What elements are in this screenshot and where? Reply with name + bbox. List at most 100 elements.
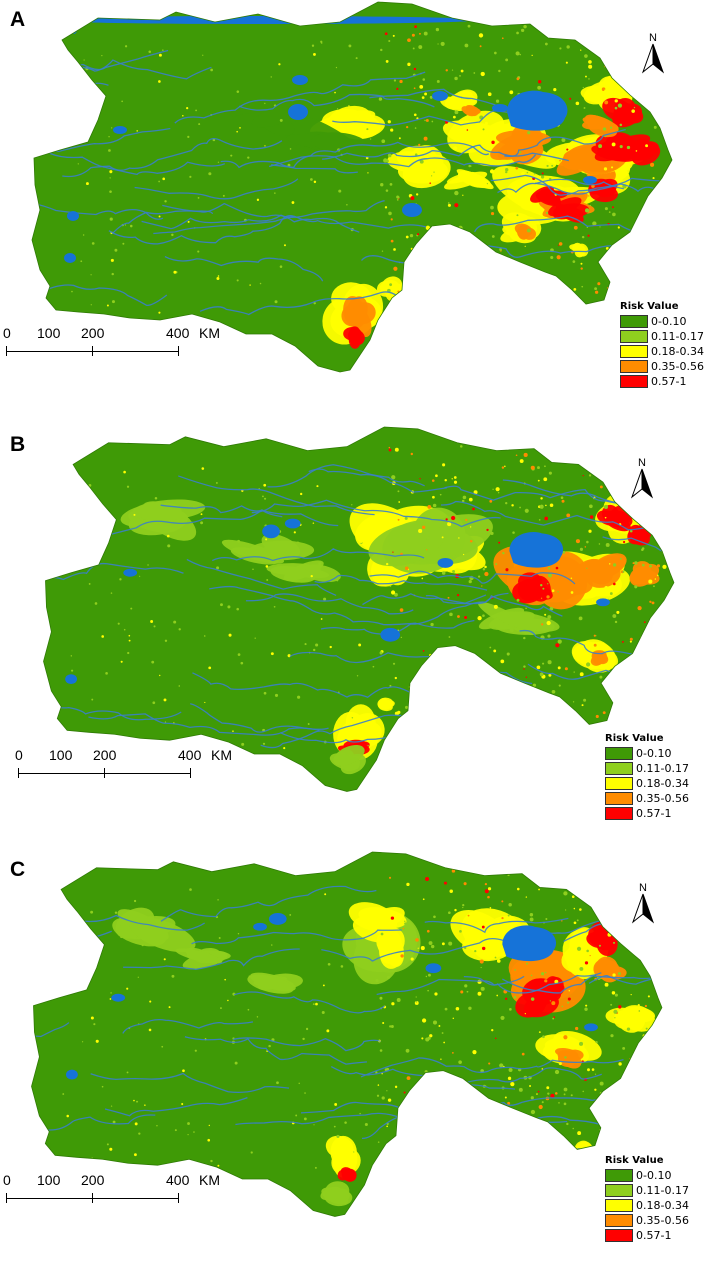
risk-speckle	[173, 270, 177, 274]
risk-speckle	[557, 639, 562, 644]
risk-speckle	[580, 267, 583, 270]
risk-speckle	[71, 290, 73, 293]
risk-speckle	[583, 698, 587, 702]
risk-speckle	[566, 1122, 569, 1126]
risk-speckle	[615, 681, 619, 684]
risk-speckle	[388, 326, 391, 328]
risk-speckle	[616, 288, 620, 293]
risk-speckle	[448, 941, 453, 946]
risk-speckle	[289, 914, 292, 916]
risk-speckle	[222, 194, 225, 197]
water-body	[596, 598, 610, 607]
risk-speckle	[624, 718, 627, 720]
risk-speckle	[133, 513, 136, 516]
risk-speckle	[403, 532, 406, 535]
risk-speckle	[92, 536, 95, 539]
lake	[509, 531, 564, 568]
legend: Risk Value 0-0.10 0.11-0.17 0.18-0.34 0.35-0…	[605, 1154, 705, 1243]
risk-speckle	[656, 564, 661, 568]
risk-speckle	[392, 34, 395, 37]
risk-speckle	[321, 1010, 325, 1014]
water-body	[113, 126, 127, 134]
risk-speckle	[427, 973, 431, 977]
risk-speckle	[400, 636, 403, 639]
legend-swatch	[620, 375, 648, 388]
risk-speckle	[200, 513, 203, 516]
risk-speckle	[502, 551, 505, 555]
risk-speckle	[539, 672, 544, 677]
risk-speckle	[494, 51, 497, 55]
risk-speckle	[66, 92, 70, 96]
risk-speckle	[406, 882, 410, 887]
risk-speckle	[97, 1160, 100, 1163]
risk-speckle	[422, 279, 427, 283]
risk-speckle	[480, 696, 484, 700]
risk-speckle	[393, 266, 398, 271]
risk-speckle	[571, 887, 573, 890]
risk-speckle	[380, 183, 384, 187]
risk-speckle	[533, 172, 536, 175]
river-line	[174, 71, 426, 124]
risk-speckle	[410, 957, 414, 961]
risk-speckle	[71, 669, 74, 672]
risk-speckle	[171, 974, 175, 978]
risk-speckle	[626, 145, 631, 150]
risk-speckle	[473, 72, 476, 74]
risk-speckle	[538, 888, 540, 891]
risk-speckle	[651, 697, 655, 701]
risk-speckle	[356, 675, 359, 677]
risk-speckle	[453, 146, 458, 151]
risk-speckle	[158, 53, 162, 57]
risk-speckle	[580, 453, 583, 456]
risk-speckle	[444, 478, 447, 482]
risk-speckle	[120, 936, 123, 939]
risk-speckle	[510, 1082, 515, 1087]
risk-speckle	[488, 22, 490, 24]
water-body	[64, 253, 76, 263]
river-line	[32, 127, 171, 167]
risk-speckle	[320, 40, 323, 43]
risk-speckle	[653, 971, 656, 974]
risk-speckle	[439, 493, 442, 496]
risk-speckle	[402, 1124, 406, 1128]
risk-speckle	[599, 675, 603, 679]
risk-speckle	[217, 1164, 220, 1167]
risk-speckle	[115, 1163, 119, 1167]
risk-speckle	[497, 491, 500, 494]
risk-speckle	[576, 946, 582, 951]
risk-speckle	[70, 655, 73, 657]
risk-speckle	[659, 231, 664, 236]
risk-speckle	[489, 646, 492, 649]
risk-speckle	[555, 643, 560, 648]
risk-speckle	[153, 742, 157, 745]
risk-speckle	[369, 969, 371, 972]
risk-speckle	[515, 166, 519, 170]
risk-speckle	[668, 30, 672, 33]
risk-speckle	[602, 1124, 605, 1127]
risk-speckle	[513, 996, 517, 999]
risk-speckle	[651, 217, 654, 221]
risk-speckle	[265, 565, 269, 568]
risk-speckle	[114, 911, 118, 914]
risk-speckle	[612, 67, 614, 70]
risk-speckle	[653, 1087, 657, 1091]
risk-speckle	[546, 1086, 550, 1090]
scale-bar: 0 100 200 400 KM	[0, 1172, 240, 1206]
risk-speckle	[530, 282, 533, 285]
risk-speckle	[384, 206, 388, 209]
risk-speckle	[530, 974, 533, 977]
river-line	[134, 178, 299, 200]
risk-speckle	[600, 1114, 603, 1117]
risk-speckle	[398, 137, 401, 140]
risk-speckle	[443, 1041, 446, 1044]
risk-speckle	[538, 1104, 543, 1110]
risk-speckle	[599, 226, 601, 228]
legend-swatch	[620, 360, 648, 373]
river-line	[43, 562, 184, 581]
risk-speckle	[643, 213, 648, 218]
risk-speckle	[530, 465, 535, 470]
risk-speckle	[555, 1092, 558, 1095]
risk-speckle	[617, 226, 620, 229]
risk-speckle	[538, 1131, 542, 1135]
risk-speckle	[651, 641, 653, 643]
